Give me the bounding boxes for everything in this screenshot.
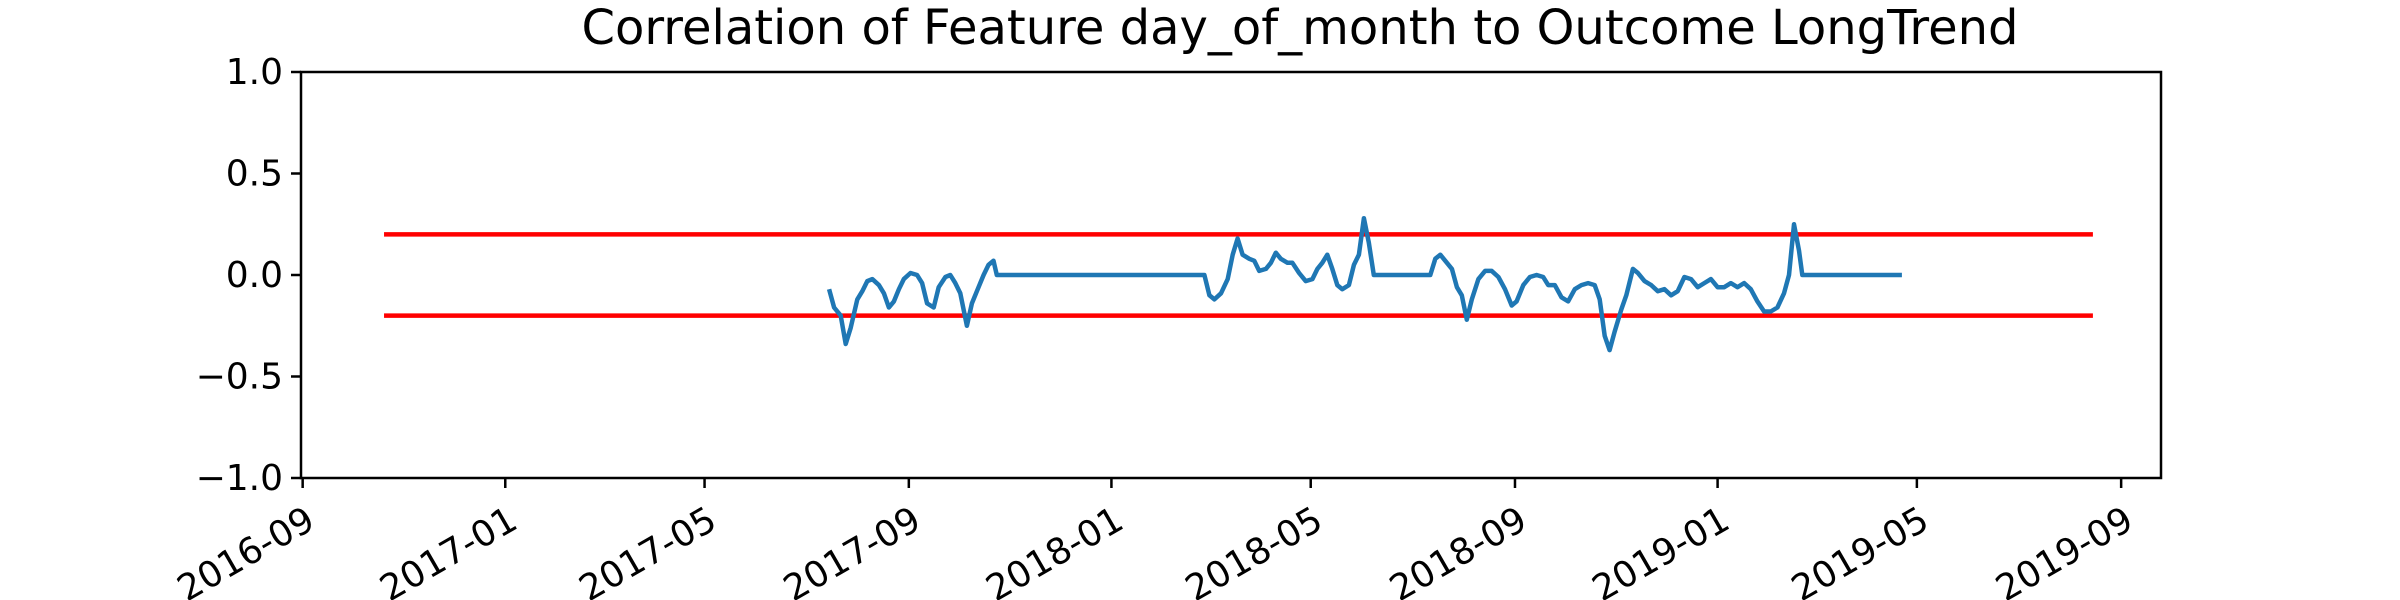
x-tick-label: 2019-01	[1586, 499, 1737, 600]
y-tick-label: 0.0	[226, 255, 283, 296]
series-group	[826, 215, 1902, 353]
x-tick-label: 2018-09	[1383, 499, 1534, 600]
x-axis: 2016-09 2017-01 2017-05 2017-09 2018-01 2018-…	[171, 478, 2140, 600]
x-tick-label: 2019-05	[1785, 499, 1936, 600]
x-tick-label: 2017-09	[777, 499, 928, 600]
series-line	[826, 215, 1902, 353]
chart-title: Correlation of Feature day_of_month to O…	[582, 0, 2019, 56]
x-tick-label: 2018-05	[1179, 499, 1330, 600]
y-axis: 1.0 0.5 0.0 −0.5 −1.0	[196, 52, 301, 499]
x-tick-label: 2018-01	[980, 499, 1131, 600]
y-tick-label: −1.0	[196, 458, 283, 499]
x-tick-label: 2016-09	[171, 499, 322, 600]
x-tick-label: 2017-05	[573, 499, 724, 600]
x-tick-label: 2019-09	[1989, 499, 2140, 600]
threshold-lines	[384, 232, 2093, 318]
y-tick-label: 0.5	[226, 154, 283, 195]
y-tick-label: −0.5	[196, 357, 283, 398]
x-tick-label: 2017-01	[373, 499, 524, 600]
y-tick-label: 1.0	[226, 52, 283, 93]
